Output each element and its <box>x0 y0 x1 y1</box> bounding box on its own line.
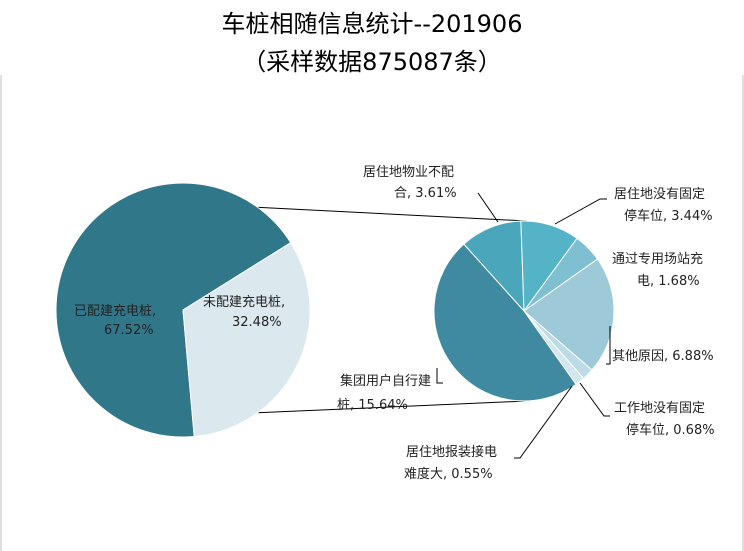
right-pie-slice-6 <box>433 243 577 402</box>
label-guding-2: 停车位, 3.44% <box>624 208 713 224</box>
left-pie <box>55 182 311 438</box>
label-weipei-name: 未配建充电桩, <box>203 294 285 310</box>
leader-guding <box>554 198 607 225</box>
label-wuye-1: 居住地物业不配 <box>363 165 454 180</box>
label-zhuanyong-2: 电, 1.68% <box>637 274 700 289</box>
label-jiedian-1: 居住地报装接电 <box>406 444 497 460</box>
label-zhuanyong-1: 通过专用场站充 <box>612 251 703 267</box>
leader-jituan <box>436 368 443 384</box>
connector-top <box>251 206 528 222</box>
right-pie-slice-3 <box>523 258 615 371</box>
label-gongzuo-2: 停车位, 0.68% <box>626 422 715 438</box>
label-gongzuo-1: 工作地没有固定 <box>614 401 705 416</box>
label-wuye-2: 合, 3.61% <box>394 186 457 201</box>
leader-jiedian <box>514 385 573 459</box>
left-pie-slice-0 <box>55 182 292 438</box>
label-qita: 其他原因, 6.88% <box>612 349 714 364</box>
right-pie <box>433 220 615 402</box>
connector-bottom <box>251 400 528 414</box>
leader-qita <box>606 326 611 365</box>
leader-wuye <box>477 192 499 223</box>
label-guding-1: 居住地没有固定 <box>614 187 705 202</box>
left-pie-slice-1 <box>182 242 311 438</box>
chart-title: 车桩相随信息统计--201906 <box>221 10 523 38</box>
label-yipei-value: 67.52% <box>104 323 154 338</box>
label-jituan-2: 桩, 15.64% <box>337 398 408 413</box>
label-weipei-value: 32.48% <box>232 315 282 330</box>
label-yipei-name: 已配建充电桩, <box>74 303 156 319</box>
leader-gongzuo <box>579 382 610 417</box>
chart-subtitle: （采样数据875087条） <box>242 48 502 76</box>
label-jiedian-2: 难度大, 0.55% <box>404 466 493 482</box>
label-jituan-1: 集团用户自行建 <box>340 373 431 389</box>
